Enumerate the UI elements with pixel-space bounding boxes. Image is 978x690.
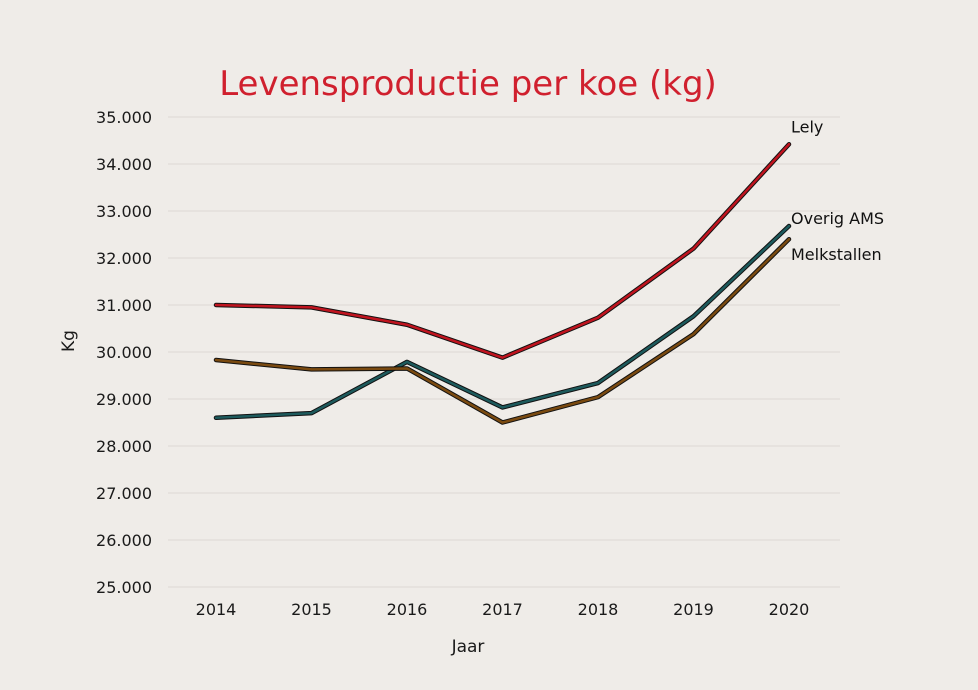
series-label-lely: Lely [791,117,823,136]
y-tick-label: 28.000 [96,437,152,456]
y-tick-label: 34.000 [96,155,152,174]
y-tick-label: 29.000 [96,390,152,409]
y-tick-label: 26.000 [96,531,152,550]
series-labels: Lely Overig AMS Melkstallen [791,117,884,264]
y-tick-label: 27.000 [96,484,152,503]
data-point [787,224,791,228]
series-label-overig-ams: Overig AMS [791,209,884,228]
series-lines [213,142,792,425]
data-point [405,360,409,364]
x-tick-label: 2018 [578,600,619,619]
data-point [692,247,695,250]
data-point [501,406,504,409]
x-tick-label: 2015 [291,600,332,619]
series-line-melkstallen [214,237,791,424]
y-axis-label: Kg [59,330,79,352]
x-tick-label: 2016 [387,600,428,619]
data-point [405,323,409,326]
y-tick-label: 25.000 [96,578,152,597]
data-point [405,367,409,370]
y-tick-label: 30.000 [96,343,152,362]
data-point [787,238,791,241]
data-point [692,332,695,336]
data-point [310,368,313,371]
y-tick-label: 33.000 [96,202,152,221]
x-axis-label: Jaar [451,637,485,657]
x-tick-label: 2019 [673,600,714,619]
y-tick-label: 35.000 [96,108,152,127]
data-point [596,316,600,319]
y-axis-ticks: 25.000 26.000 27.000 28.000 29.000 30.000 31.0… [96,108,152,597]
gridlines [168,116,840,588]
data-point [501,356,504,359]
x-axis-ticks: 2014 2015 2016 2017 2018 2019 2020 [196,600,810,619]
data-point [787,143,791,146]
x-tick-label: 2017 [482,600,523,619]
chart-title: Levensproductie per koe (kg) [219,64,717,104]
series-label-melkstallen: Melkstallen [791,245,882,264]
y-tick-label: 31.000 [96,296,152,315]
data-point [310,306,313,309]
x-tick-label: 2020 [769,600,810,619]
data-point [310,411,313,415]
data-point [692,315,695,318]
data-point [501,421,504,424]
data-point [214,303,218,307]
x-tick-label: 2014 [196,600,237,619]
series-line-outline-melkstallen [213,236,792,425]
data-point [596,381,600,385]
data-point [596,395,600,399]
y-tick-label: 32.000 [96,249,152,268]
data-point [214,416,218,419]
data-point [214,358,218,362]
